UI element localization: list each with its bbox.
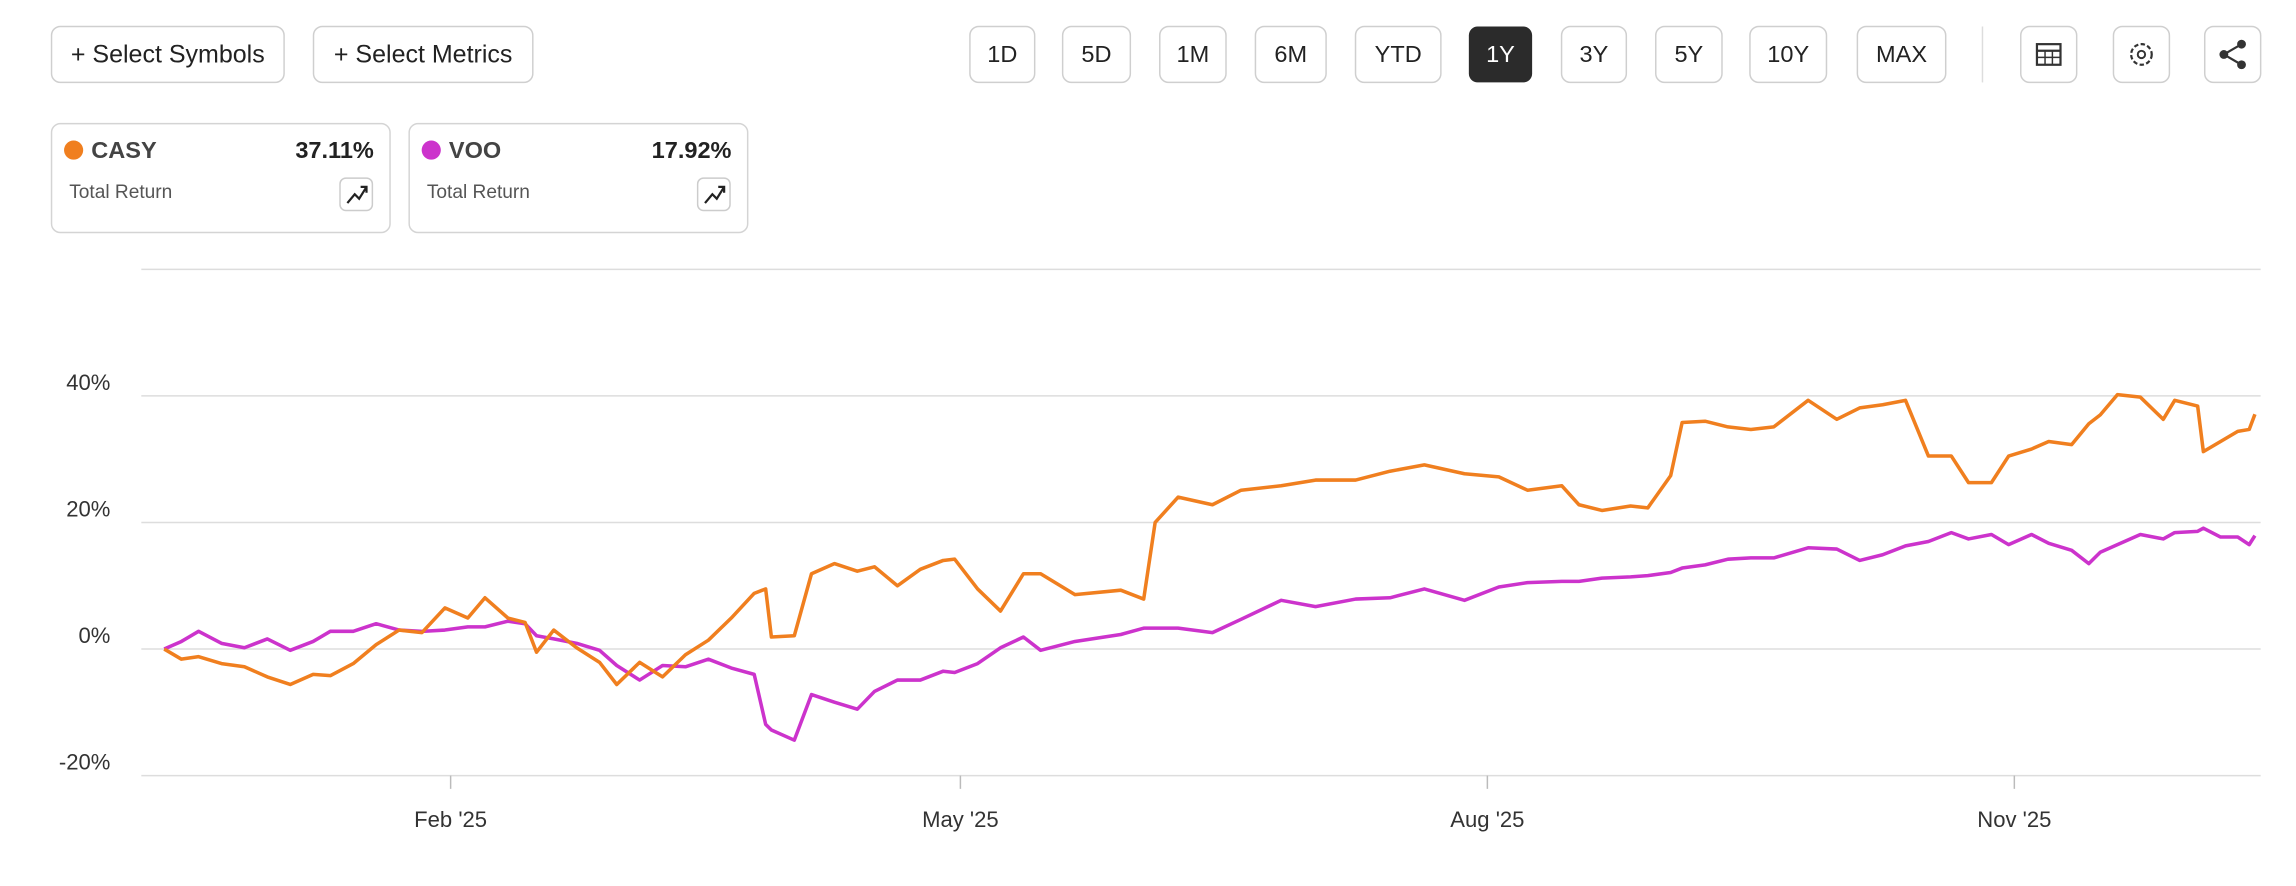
card-value: 37.11% <box>295 137 374 163</box>
button-frame <box>1468 26 1533 83</box>
button-frame <box>2203 25 2262 84</box>
x-tick-label: Nov '25 <box>1977 807 2051 832</box>
range-button[interactable]: MAX <box>1856 25 1947 84</box>
button-label: 5Y <box>1674 41 1703 67</box>
chart-icon <box>346 186 368 204</box>
button-frame <box>1254 25 1327 84</box>
range-button[interactable]: 1Y <box>1468 26 1533 83</box>
legend-dot <box>64 140 84 160</box>
gear-icon <box>2136 49 2147 60</box>
x-tick-label: Aug '25 <box>1450 807 1524 832</box>
legend-name: CASY <box>91 137 157 163</box>
series-line <box>163 392 2257 687</box>
chart-icon <box>360 185 368 193</box>
range-button[interactable]: YTD <box>1354 25 1442 84</box>
share-icon <box>2237 60 2246 70</box>
share-button[interactable] <box>2203 25 2262 84</box>
range-button[interactable]: 3Y <box>1560 25 1628 84</box>
share-icon <box>2219 50 2229 59</box>
button-label: 1Y <box>1486 41 1515 67</box>
card-metric: Total Return <box>427 182 530 203</box>
range-button[interactable]: 1M <box>1159 25 1227 84</box>
button-frame <box>1856 25 1947 84</box>
button-label: YTD <box>1375 41 1422 67</box>
button-frame <box>1159 25 1227 84</box>
share-icon <box>2237 39 2246 49</box>
button-label: MAX <box>1876 41 1927 67</box>
y-tick-label: 0% <box>79 623 111 648</box>
legend-name: VOO <box>449 137 501 163</box>
card-frame <box>408 122 749 234</box>
x-tick-label: Feb '25 <box>414 807 487 832</box>
legend-card[interactable]: VOO 17.92% Total Return <box>408 122 749 234</box>
button-frame <box>969 25 1036 84</box>
button-frame <box>312 25 534 84</box>
button-label: 1D <box>987 41 1017 67</box>
button-frame <box>1354 25 1442 84</box>
button-label: + Select Symbols <box>71 41 265 69</box>
y-tick-label: 40% <box>66 370 110 395</box>
table-icon <box>2035 43 2062 66</box>
button-frame <box>1655 25 1723 84</box>
gear-icon <box>2130 43 2153 66</box>
range-button[interactable]: 5D <box>1061 25 1132 84</box>
select-button[interactable]: + Select Metrics <box>312 25 534 84</box>
button-label: 3Y <box>1580 41 1609 67</box>
card-value: 17.92% <box>652 137 732 163</box>
x-tick-label: May '25 <box>922 807 999 832</box>
chart-icon <box>704 186 726 204</box>
legend-dot <box>421 140 441 160</box>
button-frame <box>2020 25 2078 84</box>
series-line <box>163 526 2257 742</box>
chart-icon <box>718 185 726 193</box>
y-tick-label: 20% <box>66 497 110 522</box>
y-tick-label: -20% <box>59 750 111 775</box>
range-button[interactable]: 6M <box>1254 25 1327 84</box>
button-frame <box>50 25 285 84</box>
table-button[interactable] <box>2020 25 2078 84</box>
button-label: 5D <box>1081 41 1111 67</box>
settings-button[interactable] <box>2112 25 2171 84</box>
legend-card[interactable]: CASY 37.11% Total Return <box>50 122 391 234</box>
button-label: 10Y <box>1767 41 1809 67</box>
range-button[interactable]: 1D <box>969 25 1036 84</box>
button-frame <box>1749 25 1828 84</box>
button-label: + Select Metrics <box>334 41 513 69</box>
card-frame <box>50 122 391 234</box>
button-label: 6M <box>1274 41 1307 67</box>
range-button[interactable]: 5Y <box>1655 25 1723 84</box>
button-frame <box>1560 25 1628 84</box>
button-frame <box>1061 25 1132 84</box>
select-button[interactable]: + Select Symbols <box>50 25 285 84</box>
range-button[interactable]: 10Y <box>1749 25 1828 84</box>
button-label: 1M <box>1177 41 1210 67</box>
button-frame <box>2112 25 2171 84</box>
card-metric: Total Return <box>69 182 172 203</box>
